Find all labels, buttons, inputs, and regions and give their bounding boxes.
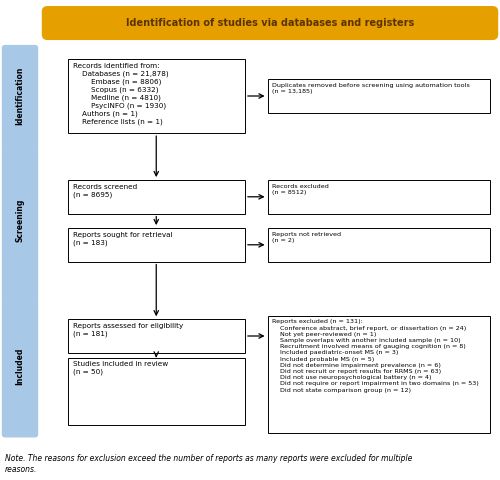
Text: Screening: Screening [16, 199, 24, 242]
Bar [268, 180, 490, 214]
Text: Studies included in review
(n = 50): Studies included in review (n = 50) [72, 361, 168, 375]
Text: Included: Included [16, 348, 24, 384]
FancyBboxPatch shape [42, 7, 498, 39]
Bar [68, 180, 245, 214]
Text: Note. The reasons for exclusion exceed the number of reports as many reports wer: Note. The reasons for exclusion exceed t… [5, 454, 412, 474]
Text: Reports assessed for eligibility
(n = 181): Reports assessed for eligibility (n = 18… [72, 323, 183, 337]
Text: Records excluded
(n = 8512): Records excluded (n = 8512) [272, 184, 330, 195]
Bar [68, 228, 245, 262]
FancyBboxPatch shape [2, 295, 37, 437]
Text: Reports sought for retrieval
(n = 183): Reports sought for retrieval (n = 183) [72, 232, 172, 246]
Bar [68, 319, 245, 353]
Bar [268, 316, 490, 433]
Bar [68, 358, 245, 425]
Text: Reports excluded (n = 131):
    Conference abstract, brief report, or dissertati: Reports excluded (n = 131): Conference a… [272, 320, 479, 393]
Text: Records identified from:
    Databases (n = 21,878)
        Embase (n = 8806)
  : Records identified from: Databases (n = … [72, 62, 168, 125]
Bar [268, 79, 490, 113]
Text: Duplicates removed before screening using automation tools
(n = 13,185): Duplicates removed before screening usin… [272, 83, 470, 94]
Text: Reports not retrieved
(n = 2): Reports not retrieved (n = 2) [272, 232, 342, 243]
FancyBboxPatch shape [2, 46, 37, 146]
Bar [268, 228, 490, 262]
Bar [68, 59, 245, 133]
Text: Identification: Identification [16, 67, 24, 125]
Text: Records screened
(n = 8695): Records screened (n = 8695) [72, 184, 137, 198]
Text: Identification of studies via databases and registers: Identification of studies via databases … [126, 18, 414, 28]
FancyBboxPatch shape [2, 144, 37, 298]
